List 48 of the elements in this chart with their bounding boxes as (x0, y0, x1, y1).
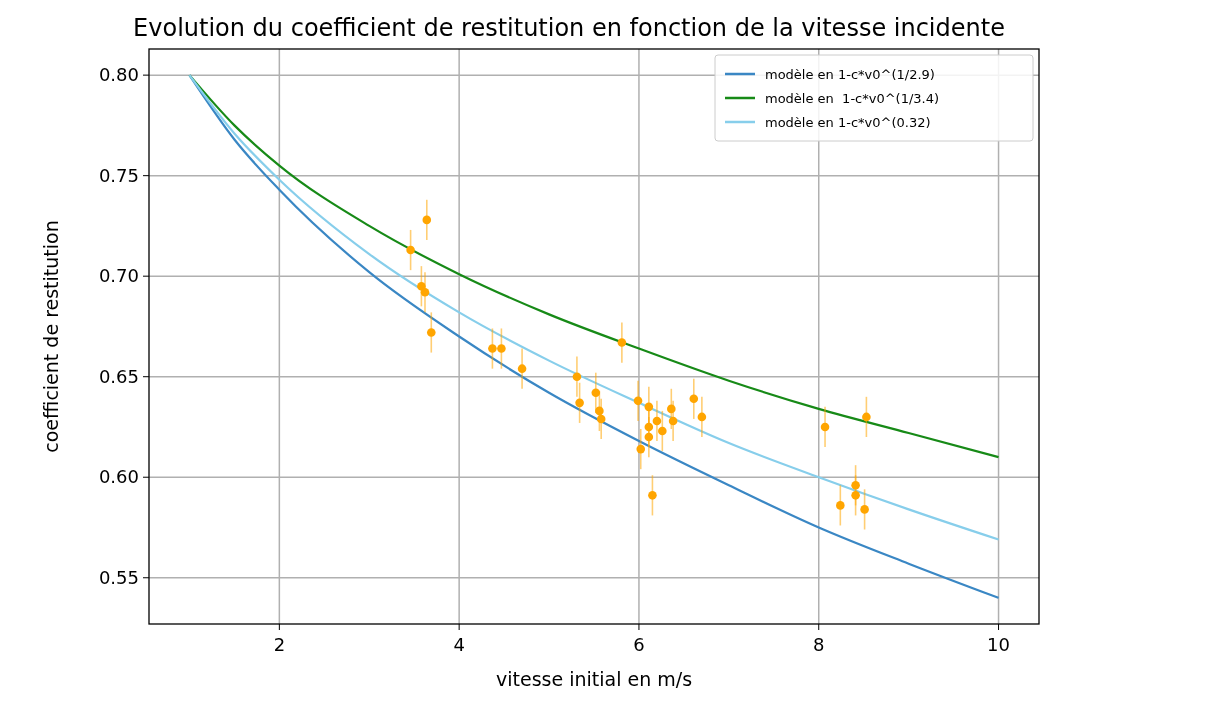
point (644, 422, 654, 432)
point (851, 491, 860, 500)
point (488, 344, 497, 353)
x-axis-title: vitesse initial en m/s (495, 668, 693, 690)
y-axis-title: coefficient de restitution (40, 220, 62, 453)
y-tick-label: 0.60 (98, 466, 139, 488)
legend-label: modèle en 1-c*v0^(0.32) (765, 115, 931, 130)
point (572, 372, 582, 381)
point (836, 501, 845, 510)
point (595, 406, 604, 416)
point (668, 416, 678, 426)
point (406, 245, 415, 255)
x-tick-label: 10 (987, 634, 1010, 655)
point (652, 416, 662, 426)
point (596, 414, 606, 424)
point (420, 287, 430, 297)
x-tick-label: 6 (633, 634, 645, 655)
point (644, 432, 654, 442)
y-tick-label: 0.80 (98, 64, 139, 86)
y-tick-label: 0.55 (98, 566, 139, 588)
point (860, 505, 869, 514)
chart-title: Evolution du coefficient de restitution en fonction de la vitesse incidente (133, 14, 1005, 42)
point (862, 412, 871, 422)
x-tick-label: 4 (453, 634, 465, 655)
point (658, 426, 667, 436)
point (636, 444, 646, 454)
point (648, 491, 657, 500)
legend-label: modèle en 1-c*v0^(1/3.4) (765, 91, 940, 106)
y-tick-label: 0.70 (98, 265, 139, 287)
point (633, 396, 643, 406)
point (820, 422, 830, 432)
point (497, 344, 506, 353)
legend-label: modèle en 1-c*v0^(1/2.9) (765, 67, 935, 82)
point (851, 480, 860, 490)
y-tick-label: 0.75 (98, 164, 139, 186)
point (517, 364, 527, 373)
point (591, 388, 601, 398)
point (422, 215, 432, 225)
point (575, 398, 584, 408)
point (426, 328, 436, 337)
point (689, 394, 699, 404)
y-tick-label: 0.65 (98, 365, 139, 387)
point (697, 412, 707, 422)
point (617, 338, 627, 347)
point (667, 404, 676, 414)
x-tick-label: 8 (813, 634, 825, 655)
point (644, 402, 654, 412)
x-tick-label: 2 (273, 634, 286, 655)
